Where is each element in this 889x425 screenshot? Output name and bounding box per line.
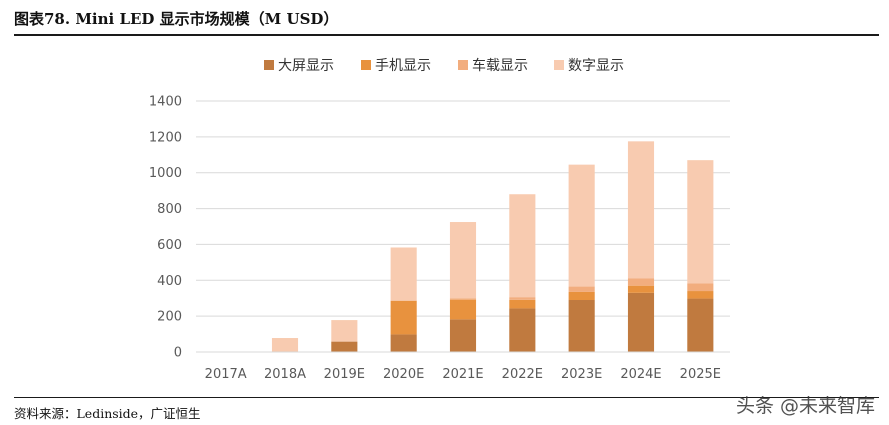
bar-2019E-series-4 [331, 320, 358, 342]
y-tick-label: 1400 [149, 95, 182, 110]
bar-2025E-series-4 [687, 160, 714, 284]
x-tick-label: 2019E [324, 367, 365, 382]
y-tick-label: 1200 [149, 130, 182, 145]
legend-swatch [554, 60, 564, 70]
y-tick-label: 1000 [149, 166, 182, 181]
bar-2020E-series-2 [390, 300, 417, 335]
bar-2023E-series-3 [568, 286, 595, 292]
y-axis-ticks: 0 200 400 600 800 1000 1200 1400 [149, 95, 182, 361]
bar-2022E-series-1 [509, 308, 536, 352]
bar-2021E-series-3 [449, 298, 477, 300]
y-tick-label: 600 [157, 238, 182, 253]
bar-2024E-series-2 [627, 285, 655, 293]
bar-2021E-series-1 [449, 319, 477, 352]
bar-2019E-series-1 [331, 341, 358, 352]
legend-label: 大屏显示 [278, 58, 334, 74]
legend-label: 手机显示 [375, 58, 431, 74]
legend-swatch [458, 60, 468, 70]
x-tick-label: 2018A [264, 367, 306, 382]
bar-2025E-series-1 [687, 298, 714, 352]
bar-2022E-series-3 [509, 297, 536, 300]
legend-label: 数字显示 [568, 58, 624, 74]
y-tick-label: 400 [157, 274, 182, 289]
x-tick-label: 2024E [620, 367, 661, 382]
source-note: 资料来源：Ledinside，广证恒生 [14, 406, 201, 421]
legend: 大屏显示 手机显示 车载显示 数字显示 [264, 57, 624, 74]
bar-2023E-series-4 [568, 164, 595, 287]
y-tick-label: 800 [157, 202, 182, 217]
y-tick-label: 200 [157, 310, 182, 325]
legend-swatch [361, 60, 371, 70]
y-tick-label: 0 [174, 346, 182, 361]
top-rule [14, 34, 879, 36]
bar-2020E-series-4 [390, 247, 417, 301]
x-tick-label: 2025E [680, 367, 721, 382]
bars [271, 141, 714, 352]
bar-2018A-series-4 [271, 338, 299, 352]
bar-2021E-series-2 [449, 299, 477, 320]
bar-2025E-series-3 [687, 283, 714, 292]
x-axis-ticks: 2017A 2018A 2019E 2020E 2021E 2022E 2023E 2024E… [205, 367, 721, 382]
bar-2022E-series-2 [509, 299, 536, 309]
watermark: 头条 @未来智库 [735, 395, 875, 417]
bar-2023E-series-2 [568, 291, 595, 301]
x-tick-label: 2022E [502, 367, 543, 382]
bar-2022E-series-4 [509, 194, 536, 298]
bar-2025E-series-2 [687, 291, 714, 299]
bar-2024E-series-4 [627, 141, 655, 279]
x-tick-label: 2020E [383, 367, 424, 382]
figure-title: 图表78. Mini LED 显示市场规模（M USD） [14, 10, 339, 28]
x-tick-label: 2023E [561, 367, 602, 382]
x-tick-label: 2021E [442, 367, 483, 382]
x-tick-label: 2017A [205, 367, 247, 382]
stacked-bar-chart: 大屏显示 手机显示 车载显示 数字显示 0 200 400 600 800 1000 1200 14… [149, 57, 730, 382]
legend-swatch [264, 60, 274, 70]
bar-2024E-series-3 [627, 278, 655, 286]
bottom-rule [14, 397, 879, 398]
bar-2024E-series-1 [627, 292, 655, 352]
bar-2023E-series-1 [568, 300, 595, 352]
legend-label: 车载显示 [472, 57, 528, 74]
bar-2020E-series-1 [390, 334, 417, 352]
bar-2021E-series-4 [449, 222, 477, 299]
